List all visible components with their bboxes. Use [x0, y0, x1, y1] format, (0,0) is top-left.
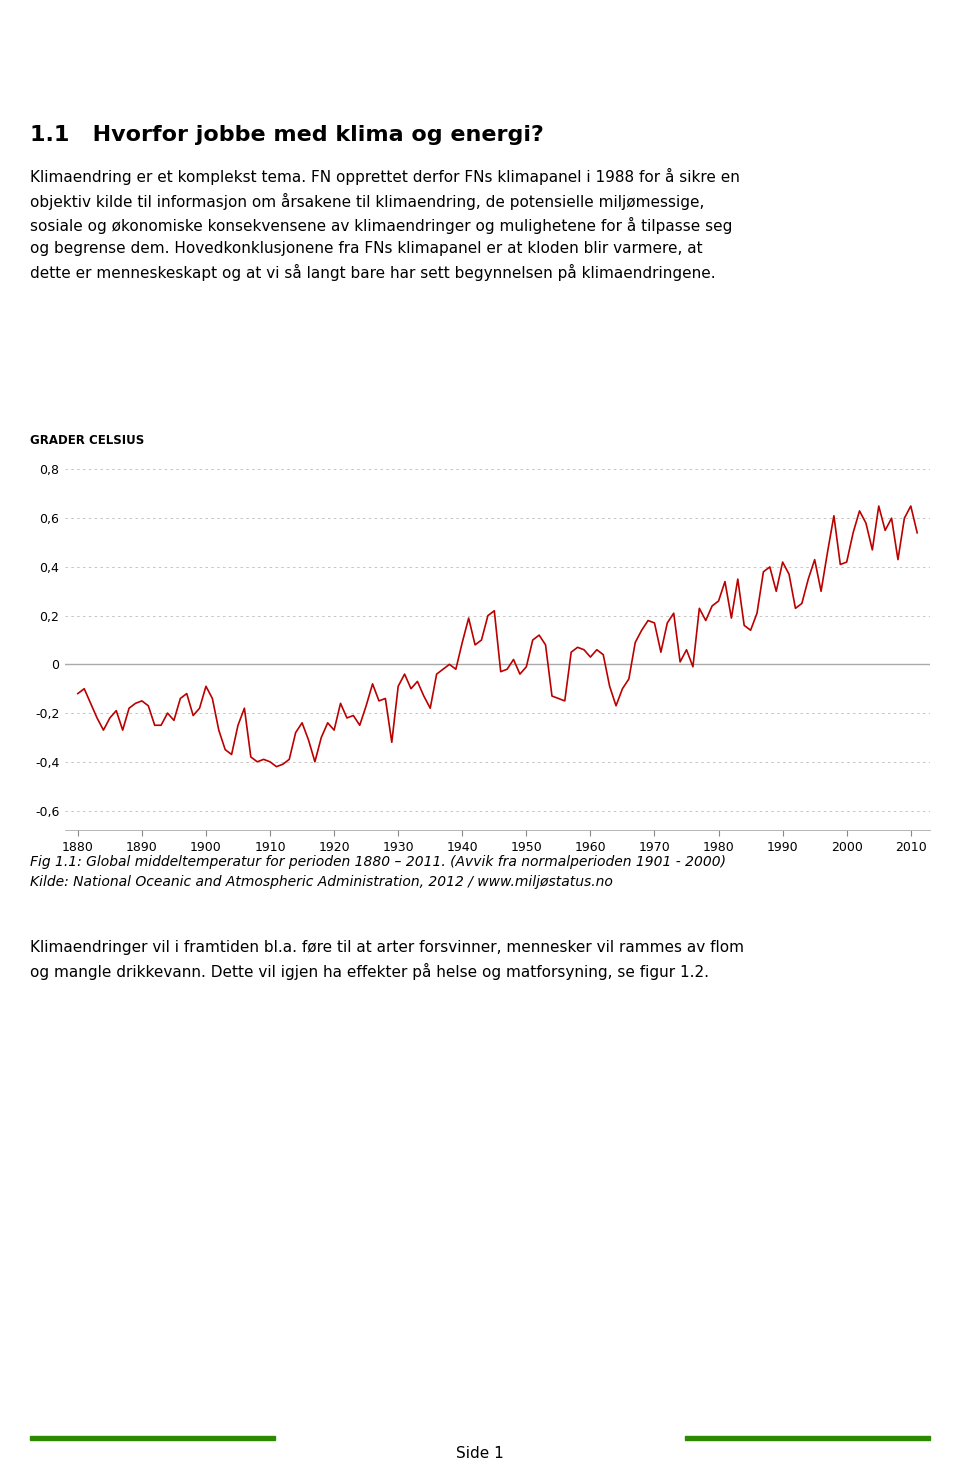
Bar — [685, 1436, 930, 1440]
Text: Side 1: Side 1 — [456, 1446, 504, 1462]
Text: 1.1   Hvorfor jobbe med klima og energi?: 1.1 Hvorfor jobbe med klima og energi? — [30, 125, 544, 145]
Text: Klimaendring er et komplekst tema. FN opprettet derfor FNs klimapanel i 1988 for: Klimaendring er et komplekst tema. FN op… — [30, 167, 740, 280]
Bar — [30, 1436, 275, 1440]
Text: GRADER CELSIUS: GRADER CELSIUS — [30, 433, 144, 446]
Text: 1. Innledning: 1. Innledning — [346, 15, 614, 48]
Text: Fig 1.1: Global middeltemperatur for perioden 1880 – 2011. (Avvik fra normalperi: Fig 1.1: Global middeltemperatur for per… — [30, 854, 726, 890]
Text: Klimaendringer vil i framtiden bl.a. føre til at arter forsvinner, mennesker vil: Klimaendringer vil i framtiden bl.a. før… — [30, 940, 744, 979]
